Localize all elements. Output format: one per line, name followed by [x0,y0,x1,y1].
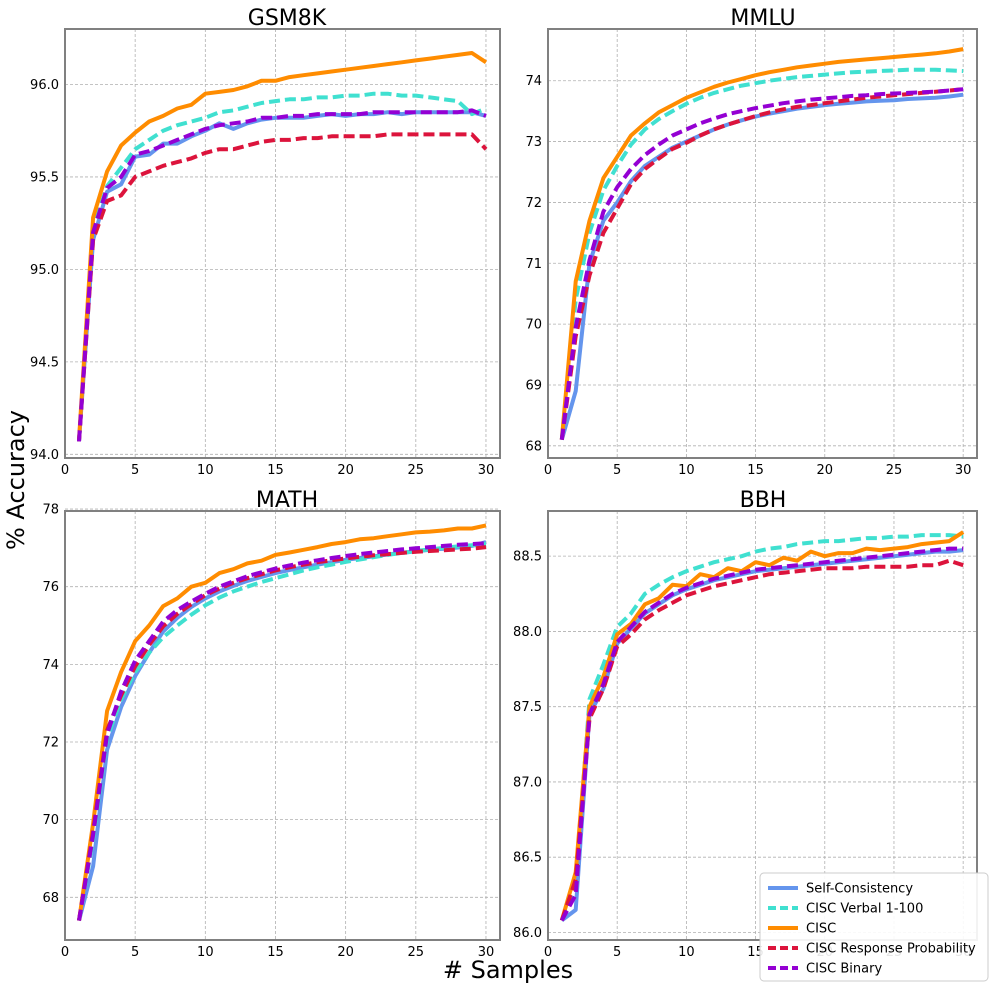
y-tick-label: 68 [42,891,59,906]
plot-frame [547,28,978,459]
panels: 0 5 10 15 20 25 30 94.0 94.5 95.0 95.5 96.0 GSM8K 0 5 1… [30,6,978,960]
y-tick-label: 95.5 [30,170,59,185]
y-tick-label: 74 [525,74,542,89]
legend-label: CISC [806,922,836,937]
legend-label: CISC Response Probability [806,942,976,957]
series-line-cisc-verbal-1-100 [77,91,487,442]
legend-box [759,872,989,982]
legend-label: CISC Binary [806,962,882,977]
series-line-cisc [77,523,487,921]
series-line-cisc-binary [77,541,487,921]
x-tick-label: 10 [678,945,695,960]
x-tick-label: 5 [131,945,139,960]
legend-label: CISC Verbal 1-100 [806,902,923,917]
panel-title: GSM8K [248,6,327,31]
panel-math: 0 5 10 15 20 25 30 68 70 72 74 76 78 MATH [42,488,501,960]
series-line-cisc [559,47,964,440]
plot-frame [64,28,501,459]
x-axis-label: # Samples [443,956,573,984]
series-line-cisc-response-probability [77,132,488,442]
y-tick-label: 73 [525,135,542,150]
x-tick-label: 5 [131,463,139,478]
y-tick-label: 68 [525,439,542,454]
series-line-cisc-response-probability [559,87,964,440]
x-tick-label: 30 [478,945,495,960]
series-line-cisc-verbal-1-100 [559,533,964,922]
y-tick-label: 70 [525,318,542,333]
y-tick-label: 88.0 [513,625,542,640]
series-line-cisc-verbal-1-100 [559,67,964,440]
series-line-cisc-verbal-1-100 [77,542,487,921]
y-tick-label: 87.5 [513,700,542,715]
series-line-cisc-response-probability [77,545,487,921]
series-line-self-consistency [560,548,964,922]
y-tick-label: 94.5 [30,355,59,370]
plot-frame [64,510,501,941]
y-tick-label: 69 [525,378,542,393]
x-tick-label: 30 [955,463,972,478]
x-tick-label: 15 [267,945,284,960]
y-tick-label: 95.0 [30,263,59,278]
y-tick-label: 72 [525,196,542,211]
panel-title: BBH [740,488,787,513]
panel-title: MMLU [730,6,795,31]
panel-gsm8k: 0 5 10 15 20 25 30 94.0 94.5 95.0 95.5 96.0 GSM8K [30,6,501,478]
x-tick-label: 5 [613,463,621,478]
series-line-cisc-binary [559,87,964,440]
y-tick-label: 72 [42,736,59,751]
x-tick-label: 20 [337,945,354,960]
x-tick-label: 15 [267,463,284,478]
series-line-self-consistency [77,110,487,442]
y-tick-label: 86.5 [513,851,542,866]
y-tick-label: 76 [42,580,59,595]
panel-mmlu: 0 5 10 15 20 25 30 68 69 70 71 72 73 74 MMLU [525,6,978,478]
legend-label: Self-Consistency [806,882,913,897]
y-tick-label: 70 [42,813,59,828]
x-tick-label: 25 [408,945,425,960]
x-tick-label: 10 [197,945,214,960]
y-tick-label: 71 [525,257,542,272]
series-line-cisc [77,51,488,440]
x-tick-label: 30 [478,463,495,478]
y-tick-label: 94.0 [30,448,59,463]
x-tick-label: 25 [886,463,903,478]
x-tick-label: 0 [61,463,69,478]
x-tick-label: 0 [544,463,552,478]
panel-title: MATH [256,488,318,513]
y-tick-label: 87.0 [513,775,542,790]
x-tick-label: 20 [337,463,354,478]
y-tick-label: 86.0 [513,926,542,941]
legend: Self-Consistency CISC Verbal 1-100 CISC CIS… [759,872,989,982]
y-tick-label: 96.0 [30,78,59,93]
y-axis-label: % Accuracy [2,410,30,550]
x-tick-label: 15 [747,463,764,478]
series-line-cisc-binary [77,108,487,442]
series-line-cisc-binary [560,546,964,922]
x-tick-label: 10 [197,463,214,478]
series-line-cisc [559,530,965,921]
y-tick-label: 78 [42,503,59,518]
x-tick-label: 0 [544,945,552,960]
y-tick-label: 88.5 [513,550,542,565]
x-tick-label: 10 [678,463,695,478]
x-tick-label: 5 [613,945,621,960]
x-tick-label: 20 [817,463,834,478]
x-tick-label: 25 [408,463,425,478]
x-tick-label: 0 [61,945,69,960]
series-line-cisc-response-probability [559,558,964,922]
y-tick-label: 74 [42,658,59,673]
series-line-self-consistency [77,540,487,922]
